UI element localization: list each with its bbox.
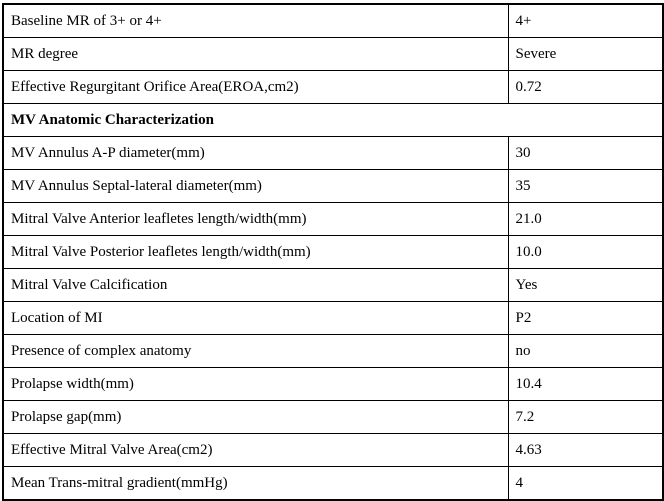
parameter-value-cell: 4+ — [507, 3, 664, 38]
parameter-value-cell: 30 — [507, 136, 664, 170]
table-row: Location of MI P2 — [2, 301, 664, 335]
table-row: Mitral Valve Calcification Yes — [2, 268, 664, 302]
parameter-value-cell: 21.0 — [507, 202, 664, 236]
parameter-label-cell: Effective Regurgitant Orifice Area(EROA,… — [2, 70, 509, 104]
section-header-cell: MV Anatomic Characterization — [2, 103, 664, 137]
table-row: Prolapse width(mm) 10.4 — [2, 367, 664, 401]
parameter-value-cell: no — [507, 334, 664, 368]
parameter-value-cell: 35 — [507, 169, 664, 203]
parameter-value-cell: Yes — [507, 268, 664, 302]
mv-parameters-table: Baseline MR of 3+ or 4+ 4+ MR degree Sev… — [2, 3, 664, 501]
parameter-value-cell: P2 — [507, 301, 664, 335]
parameter-value-cell: Severe — [507, 37, 664, 71]
parameter-label-cell: Prolapse gap(mm) — [2, 400, 509, 434]
parameter-label-cell: Mitral Valve Posterior leafletes length/… — [2, 235, 509, 269]
parameter-label-cell: Baseline MR of 3+ or 4+ — [2, 3, 509, 38]
parameter-value-cell: 10.4 — [507, 367, 664, 401]
parameter-label-cell: Effective Mitral Valve Area(cm2) — [2, 433, 509, 467]
section-header-row: MV Anatomic Characterization — [2, 103, 664, 137]
parameter-label-cell: MV Annulus A-P diameter(mm) — [2, 136, 509, 170]
table-row: Baseline MR of 3+ or 4+ 4+ — [2, 3, 664, 38]
table-row: Presence of complex anatomy no — [2, 334, 664, 368]
table-row: MV Annulus Septal-lateral diameter(mm) 3… — [2, 169, 664, 203]
parameter-value-cell: 10.0 — [507, 235, 664, 269]
table-row: Mitral Valve Anterior leafletes length/w… — [2, 202, 664, 236]
document-page: Baseline MR of 3+ or 4+ 4+ MR degree Sev… — [2, 3, 664, 501]
parameter-label-cell: Presence of complex anatomy — [2, 334, 509, 368]
parameter-label-cell: Prolapse width(mm) — [2, 367, 509, 401]
table-row: Mitral Valve Posterior leafletes length/… — [2, 235, 664, 269]
table-row: MV Annulus A-P diameter(mm) 30 — [2, 136, 664, 170]
parameter-label-cell: Mitral Valve Anterior leafletes length/w… — [2, 202, 509, 236]
parameter-label-cell: MV Annulus Septal-lateral diameter(mm) — [2, 169, 509, 203]
parameter-value-cell: 7.2 — [507, 400, 664, 434]
table-row: Effective Regurgitant Orifice Area(EROA,… — [2, 70, 664, 104]
table-row: MR degree Severe — [2, 37, 664, 71]
parameter-label-cell: MR degree — [2, 37, 509, 71]
table-row: Prolapse gap(mm) 7.2 — [2, 400, 664, 434]
parameter-label-cell: Location of MI — [2, 301, 509, 335]
parameter-label-cell: Mitral Valve Calcification — [2, 268, 509, 302]
table-row: Effective Mitral Valve Area(cm2) 4.63 — [2, 433, 664, 467]
parameter-value-cell: 0.72 — [507, 70, 664, 104]
parameter-value-cell: 4.63 — [507, 433, 664, 467]
